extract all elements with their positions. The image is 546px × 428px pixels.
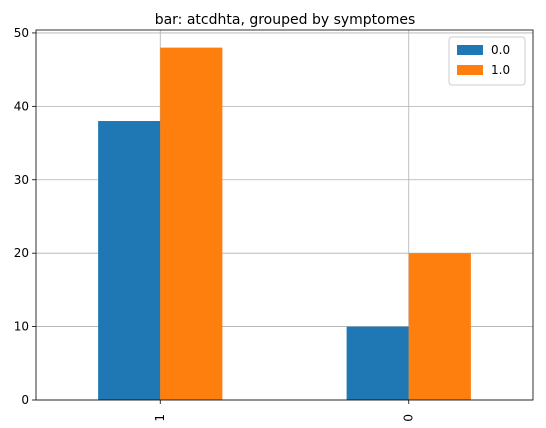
bars-layer xyxy=(98,47,471,401)
legend-label: 1.0 xyxy=(491,63,510,77)
legend-swatch xyxy=(457,65,483,75)
bar-0.0-1 xyxy=(98,121,161,401)
legend-swatch xyxy=(457,45,483,55)
x-tick-label: 0 xyxy=(401,414,415,422)
y-tick-label: 0 xyxy=(21,393,29,407)
legend-frame xyxy=(448,36,526,86)
chart-title: bar: atcdhta, grouped by symptomes xyxy=(155,12,416,28)
bar-0.0-0 xyxy=(346,326,409,400)
legend-label: 0.0 xyxy=(491,43,510,57)
axes-frame xyxy=(35,29,534,401)
y-tick-label: 10 xyxy=(14,320,29,334)
y-tick-label: 40 xyxy=(14,99,29,113)
x-tick-label: 1 xyxy=(153,414,167,422)
legend: 0.01.0 xyxy=(448,36,526,86)
y-tick-label: 20 xyxy=(14,246,29,260)
bar-1.0-0 xyxy=(408,253,471,400)
y-tick-label: 50 xyxy=(14,26,29,40)
bar-1.0-1 xyxy=(160,47,223,400)
y-tick-label: 30 xyxy=(14,173,29,187)
